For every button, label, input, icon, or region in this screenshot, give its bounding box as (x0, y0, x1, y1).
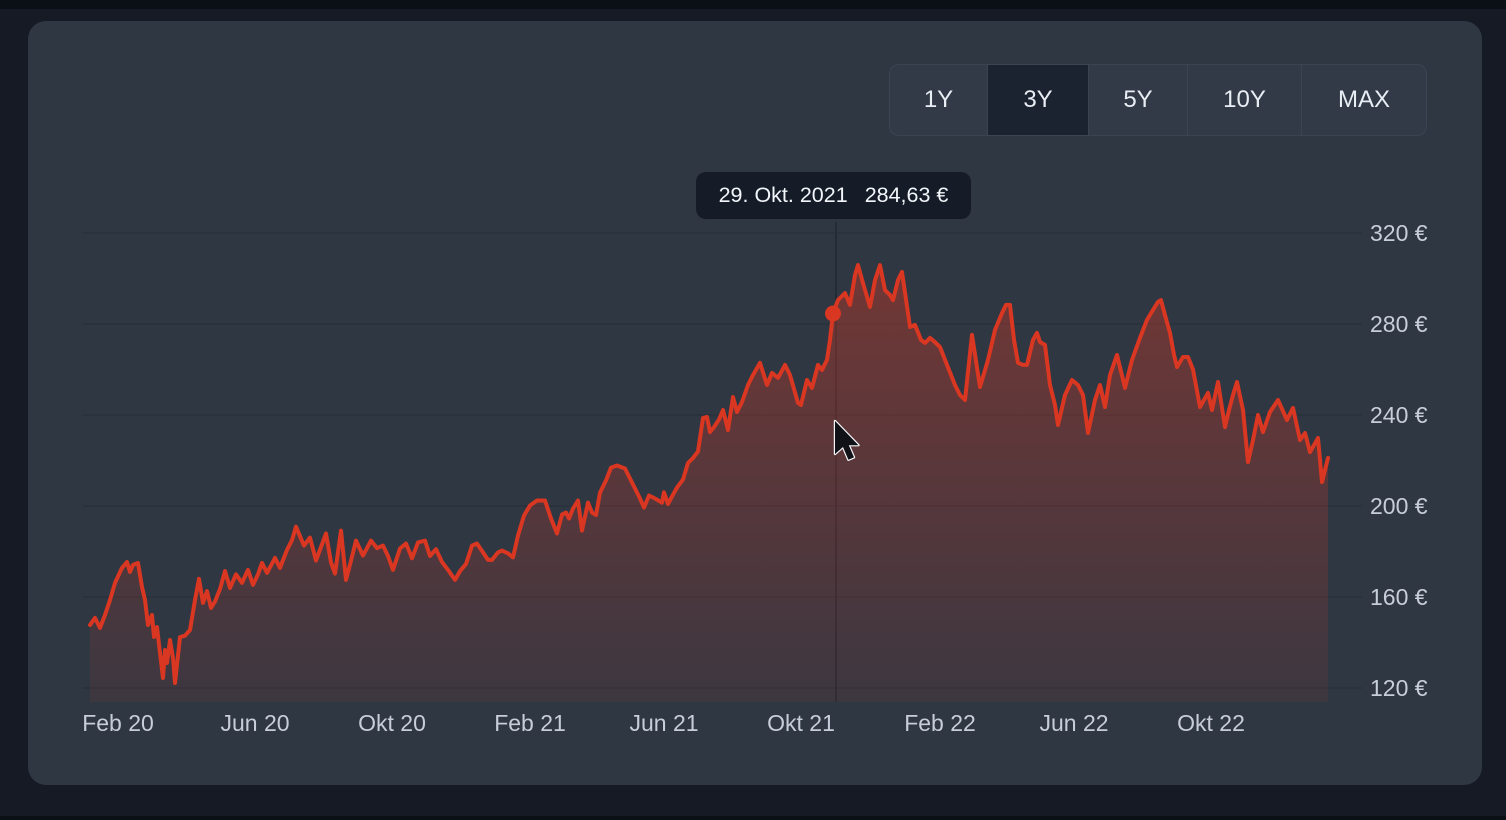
x-axis-label: Jun 22 (1039, 710, 1109, 736)
price-series (88, 222, 1330, 702)
bottom-edge-strip (0, 816, 1506, 820)
range-button-5y[interactable]: 5Y (1088, 65, 1187, 135)
top-edge-strip (0, 0, 1506, 9)
x-axis-label: Jun 21 (629, 710, 699, 736)
range-button-10y[interactable]: 10Y (1187, 65, 1301, 135)
x-axis-label: Feb 20 (82, 710, 154, 736)
x-axis-label: Jun 20 (220, 710, 290, 736)
y-axis-label: 320 € (1370, 220, 1428, 246)
mouse-cursor-icon (833, 419, 860, 461)
x-axis-label: Okt 22 (1177, 710, 1245, 736)
x-axis-label: Okt 20 (358, 710, 426, 736)
chart-tooltip: 29. Okt. 2021 284,63 € (696, 172, 971, 219)
range-button-max[interactable]: MAX (1301, 65, 1426, 135)
crosshair-and-marker (825, 305, 841, 322)
tooltip-price: 284,63 € (864, 183, 949, 207)
x-axis-label: Okt 21 (767, 710, 835, 736)
x-axis-label: Feb 22 (904, 710, 976, 736)
range-button-3y[interactable]: 3Y (987, 65, 1088, 135)
x-axis-label: Feb 21 (494, 710, 566, 736)
y-axis-label: 200 € (1370, 493, 1428, 519)
y-axis-label: 240 € (1370, 402, 1428, 428)
y-axis-label: 160 € (1370, 584, 1428, 610)
y-axis-label: 280 € (1370, 311, 1428, 337)
tooltip-date: 29. Okt. 2021 (718, 183, 848, 207)
time-range-selector: 1Y 3Y 5Y 10Y MAX (889, 64, 1427, 136)
range-button-1y[interactable]: 1Y (890, 65, 987, 135)
y-axis-label: 120 € (1370, 675, 1428, 701)
